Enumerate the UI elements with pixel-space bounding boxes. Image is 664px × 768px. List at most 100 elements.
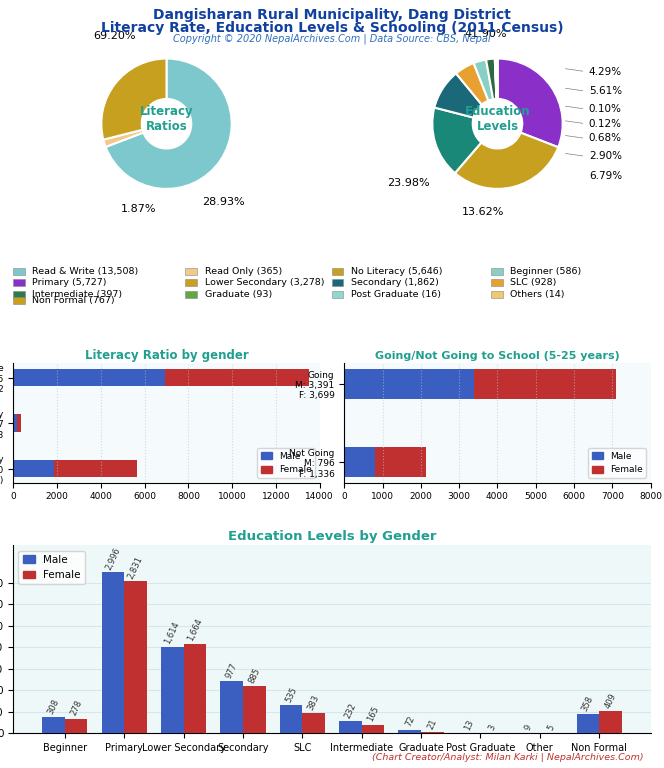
Bar — [185, 290, 197, 298]
Text: Beginner (586): Beginner (586) — [511, 266, 582, 276]
Text: Lower Secondary (3,278): Lower Secondary (3,278) — [205, 278, 324, 287]
Bar — [374, 447, 426, 477]
Wedge shape — [455, 133, 558, 189]
Bar — [183, 644, 206, 733]
Text: Education
Levels: Education Levels — [465, 104, 531, 133]
Bar — [280, 705, 302, 733]
Text: 535: 535 — [284, 685, 298, 703]
Text: 885: 885 — [247, 667, 262, 684]
Bar — [362, 724, 384, 733]
Bar — [220, 681, 243, 733]
Text: 308: 308 — [46, 697, 61, 716]
Text: 13: 13 — [463, 718, 475, 731]
Bar — [124, 581, 147, 733]
Text: Literacy Rate, Education Levels & Schooling (2011 Census): Literacy Rate, Education Levels & School… — [101, 21, 563, 35]
Bar — [243, 686, 266, 733]
Title: Going/Not Going to School (5-25 years): Going/Not Going to School (5-25 years) — [375, 351, 620, 361]
Bar — [161, 647, 183, 733]
Bar — [491, 279, 503, 286]
Bar — [332, 279, 343, 286]
Bar — [344, 369, 474, 399]
Wedge shape — [106, 58, 232, 189]
Bar — [13, 268, 25, 275]
Bar — [65, 719, 88, 733]
Text: 1,664: 1,664 — [186, 617, 204, 643]
Text: Graduate (93): Graduate (93) — [205, 290, 272, 299]
Text: SLC (928): SLC (928) — [511, 278, 557, 287]
Text: Secondary (1,862): Secondary (1,862) — [351, 278, 439, 287]
Text: Non Formal (767): Non Formal (767) — [33, 296, 115, 305]
Bar — [474, 369, 616, 399]
Bar — [332, 290, 343, 298]
Text: 1.87%: 1.87% — [121, 204, 157, 214]
Text: 358: 358 — [580, 694, 596, 713]
Bar — [344, 447, 374, 477]
Text: 5: 5 — [546, 723, 556, 732]
Text: 23.98%: 23.98% — [386, 177, 430, 187]
Title: Literacy Ratio by gender: Literacy Ratio by gender — [84, 349, 248, 362]
Text: Copyright © 2020 NepalArchives.Com | Data Source: CBS, Nepal: Copyright © 2020 NepalArchives.Com | Dat… — [173, 34, 491, 45]
Bar — [17, 415, 21, 432]
Bar — [13, 460, 54, 477]
Wedge shape — [102, 58, 167, 140]
Text: No Literacy (5,646): No Literacy (5,646) — [351, 266, 443, 276]
Text: 977: 977 — [224, 661, 239, 680]
Text: (Chart Creator/Analyst: Milan Karki | NepalArchives.Com): (Chart Creator/Analyst: Milan Karki | Ne… — [373, 753, 644, 762]
Bar — [42, 717, 65, 733]
Text: 232: 232 — [343, 701, 358, 720]
Bar — [13, 369, 165, 386]
Bar — [332, 268, 343, 275]
Text: 383: 383 — [306, 693, 321, 711]
Text: Literacy
Ratios: Literacy Ratios — [139, 104, 193, 133]
Text: Read Only (365): Read Only (365) — [205, 266, 282, 276]
Text: Others (14): Others (14) — [511, 290, 565, 299]
Bar — [165, 369, 309, 386]
Legend: Male, Female: Male, Female — [588, 449, 646, 478]
Text: 72: 72 — [404, 715, 416, 728]
Wedge shape — [104, 130, 143, 147]
Bar — [576, 714, 599, 733]
Text: 0.10%: 0.10% — [589, 104, 622, 114]
Bar — [102, 572, 124, 733]
Text: 1,614: 1,614 — [163, 620, 181, 645]
Text: Dangisharan Rural Municipality, Dang District: Dangisharan Rural Municipality, Dang Dis… — [153, 8, 511, 22]
Bar — [185, 279, 197, 286]
Wedge shape — [495, 58, 497, 99]
Bar — [599, 711, 622, 733]
Text: 5.61%: 5.61% — [589, 86, 622, 96]
Wedge shape — [432, 108, 481, 173]
Text: 409: 409 — [603, 692, 618, 710]
Text: 4.29%: 4.29% — [589, 67, 622, 77]
Bar — [491, 290, 503, 298]
Text: 21: 21 — [426, 717, 439, 731]
Text: 28.93%: 28.93% — [203, 197, 245, 207]
Text: 3: 3 — [487, 723, 497, 732]
Bar — [13, 297, 25, 304]
Text: Intermediate (397): Intermediate (397) — [33, 290, 123, 299]
Bar — [54, 460, 137, 477]
Bar — [302, 713, 325, 733]
Bar — [185, 268, 197, 275]
Bar — [13, 290, 25, 298]
Wedge shape — [486, 58, 497, 99]
Legend: Male, Female: Male, Female — [257, 449, 315, 478]
Bar — [339, 721, 362, 733]
Wedge shape — [495, 58, 497, 99]
Bar — [398, 730, 421, 733]
Bar — [491, 268, 503, 275]
Text: 0.12%: 0.12% — [589, 119, 622, 129]
Text: 0.68%: 0.68% — [589, 134, 622, 144]
Wedge shape — [473, 60, 493, 101]
Text: 278: 278 — [68, 699, 84, 717]
Text: Post Graduate (16): Post Graduate (16) — [351, 290, 441, 299]
Text: 6.79%: 6.79% — [589, 170, 622, 181]
Text: 2,996: 2,996 — [104, 546, 122, 571]
Wedge shape — [497, 58, 562, 147]
Text: Primary (5,727): Primary (5,727) — [33, 278, 107, 287]
Text: 13.62%: 13.62% — [461, 207, 504, 217]
Text: 2.90%: 2.90% — [589, 151, 622, 161]
Bar — [13, 279, 25, 286]
Text: 41.90%: 41.90% — [465, 29, 507, 39]
Wedge shape — [456, 63, 489, 104]
Wedge shape — [434, 74, 482, 118]
